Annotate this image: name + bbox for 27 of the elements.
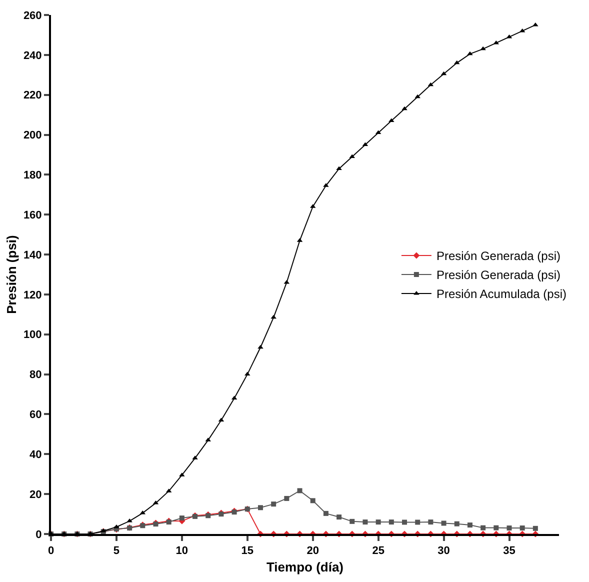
legend-label: Presión Generada (psi) [436,268,561,282]
legend-label: Presión Acumulada (psi) [436,287,567,302]
legend-label: Presión Generada (psi) [436,249,561,264]
y-tick-label: 240 [23,50,42,62]
x-tick-label: 10 [176,545,188,558]
y-tick-label: 0 [36,528,42,541]
x-tick-label: 0 [48,545,54,558]
y-tick-label: 100 [23,329,42,342]
y-tick-label: 40 [30,449,42,461]
y-tick-label: 220 [23,90,42,102]
x-tick-label: 20 [306,545,319,558]
y-tick-label: 140 [23,249,42,262]
y-tick-label: 200 [23,130,42,142]
y-axis-title: Presión (psi) [4,235,19,314]
y-tick-label: 180 [23,170,42,182]
y-tick-label: 260 [23,10,42,22]
x-tick-label: 15 [241,545,254,558]
x-axis-title: Tiempo (día) [266,559,344,574]
x-tick-label: 35 [503,545,516,558]
x-tick-label: 30 [438,545,450,558]
y-tick-label: 20 [30,488,42,501]
y-tick-label: 60 [30,409,42,422]
y-tick-label: 160 [23,209,42,222]
x-tick-label: 5 [113,545,120,558]
y-tick-label: 80 [30,369,42,382]
y-tick-label: 120 [23,289,42,302]
x-tick-label: 25 [372,545,384,558]
